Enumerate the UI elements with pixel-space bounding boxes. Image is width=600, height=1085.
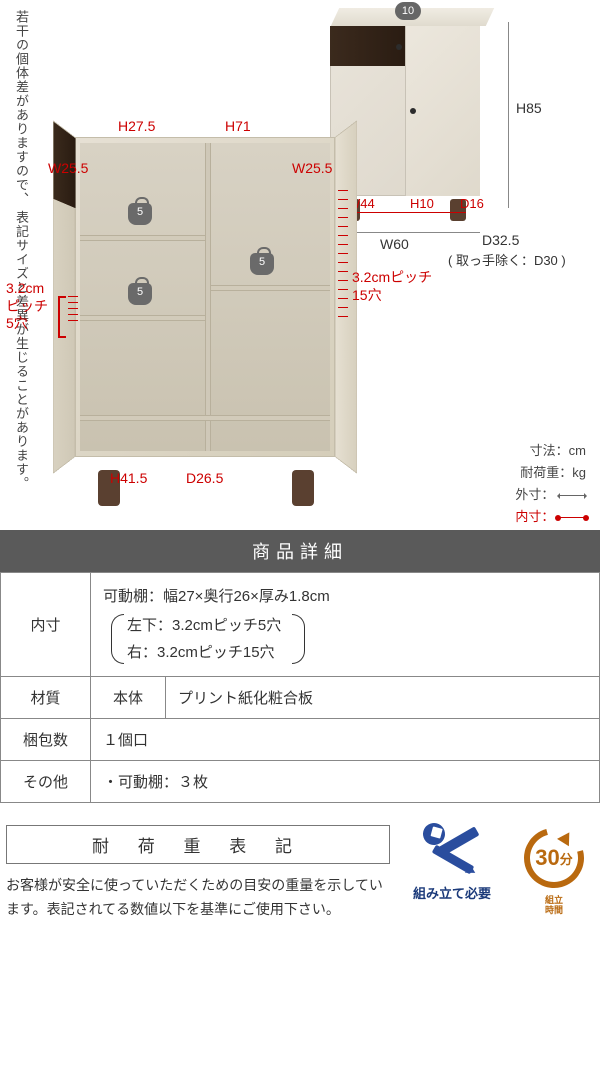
dim-D-note: ( 取っ手除く：D30 )	[448, 250, 566, 269]
packages-value: １個口	[91, 719, 600, 761]
table-row: 内寸 可動棚：幅27×奥行26×厚み1.8cm 左下：3.2cmピッチ5穴 右：…	[1, 573, 600, 677]
product-diagram-area: 若干の個体差がありますので、 表記サイズと差異が生じることがあります。 10 H…	[0, 0, 600, 530]
shelf-load-badge: 5	[250, 253, 274, 275]
load-capacity-box: 耐 荷 重 表 記 お客様が安全に使っていただくための目安の重量を示しています。…	[6, 825, 390, 922]
dim-inner-H3: H41.5	[110, 470, 147, 486]
shelf-load-badge: 5	[128, 283, 152, 305]
dim-inner-H2: H71	[225, 118, 251, 134]
pitch-right-label: 3.2cmピッチ 15穴	[352, 268, 432, 304]
pitch-left-label: 3.2cm ピッチ 5穴	[6, 280, 48, 333]
size-disclaimer: 若干の個体差がありますので、 表記サイズと差異が生じることがあります。	[12, 10, 31, 491]
table-row: 梱包数 １個口	[1, 719, 600, 761]
load-text: お客様が安全に使っていただくための目安の重量を示しています。表記されてる数値以下…	[6, 874, 390, 922]
spec-table: 内寸 可動棚：幅27×奥行26×厚み1.8cm 左下：3.2cmピッチ5穴 右：…	[0, 572, 600, 803]
dim-inner-WR: W25.5	[292, 160, 332, 176]
dimension-legend: 寸法：cm 耐荷重：kg 外寸： 内寸：	[515, 440, 586, 528]
bottom-section: 耐 荷 重 表 記 お客様が安全に使っていただくための目安の重量を示しています。…	[0, 825, 600, 932]
dim-W: W60	[380, 236, 409, 252]
material-sub: 本体	[91, 677, 166, 719]
clock-icon: 30分	[521, 825, 587, 891]
pitch-left-bracket	[58, 296, 66, 338]
row-label: 材質	[1, 677, 91, 719]
load-title: 耐 荷 重 表 記	[6, 825, 390, 864]
assembly-label: 組み立て必要	[402, 883, 502, 902]
details-header: 商品詳細	[0, 530, 600, 572]
dim-leg-H: H10	[410, 196, 434, 211]
pitch-right-marks	[338, 190, 348, 325]
table-row: その他 ・可動棚：３枚	[1, 761, 600, 803]
pitch-left-marks	[68, 296, 78, 326]
inner-size-main: 可動棚：幅27×奥行26×厚み1.8cm	[103, 583, 587, 610]
other-value: ・可動棚：３枚	[91, 761, 600, 803]
top-load-badge: 10	[395, 2, 421, 20]
row-label: その他	[1, 761, 91, 803]
dim-inner-WL: W25.5	[48, 160, 88, 176]
dim-leg-D: D16	[460, 196, 484, 211]
outer-arrow-icon	[558, 495, 586, 496]
shelf-load-badge: 5	[128, 203, 152, 225]
tools-icon	[417, 825, 487, 880]
dim-inner-D: D26.5	[186, 470, 223, 486]
assembly-required: 組み立て必要	[402, 825, 502, 922]
dim-D: D32.5	[482, 232, 519, 248]
inner-size-sub2: 右：3.2cmピッチ15穴	[127, 639, 281, 666]
material-value: プリント紙化粧合板	[166, 677, 600, 719]
inner-arrow-icon	[558, 517, 586, 518]
dim-inner-H1: H27.5	[118, 118, 155, 134]
inner-size-sub1: 左下：3.2cmピッチ5穴	[127, 612, 281, 639]
row-label: 内寸	[1, 573, 91, 677]
table-row: 材質 本体 プリント紙化粧合板	[1, 677, 600, 719]
row-label: 梱包数	[1, 719, 91, 761]
assembly-time: 30分 組立時間	[514, 825, 594, 922]
dim-H: H85	[516, 100, 542, 116]
